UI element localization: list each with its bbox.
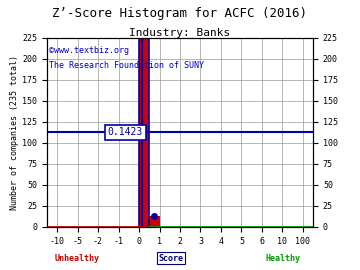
Bar xyxy=(139,38,149,227)
Text: Unhealthy: Unhealthy xyxy=(55,254,100,263)
Text: ©www.textbiz.org: ©www.textbiz.org xyxy=(49,46,130,55)
Text: Z’-Score Histogram for ACFC (2016): Z’-Score Histogram for ACFC (2016) xyxy=(53,7,307,20)
Bar xyxy=(139,38,149,227)
Text: Healthy: Healthy xyxy=(265,254,300,263)
Text: Score: Score xyxy=(159,254,184,263)
Y-axis label: Number of companies (235 total): Number of companies (235 total) xyxy=(10,55,19,210)
Text: The Research Foundation of SUNY: The Research Foundation of SUNY xyxy=(49,61,204,70)
Text: Industry: Banks: Industry: Banks xyxy=(129,28,231,38)
Bar xyxy=(149,216,159,227)
Text: 0.1423: 0.1423 xyxy=(108,127,143,137)
